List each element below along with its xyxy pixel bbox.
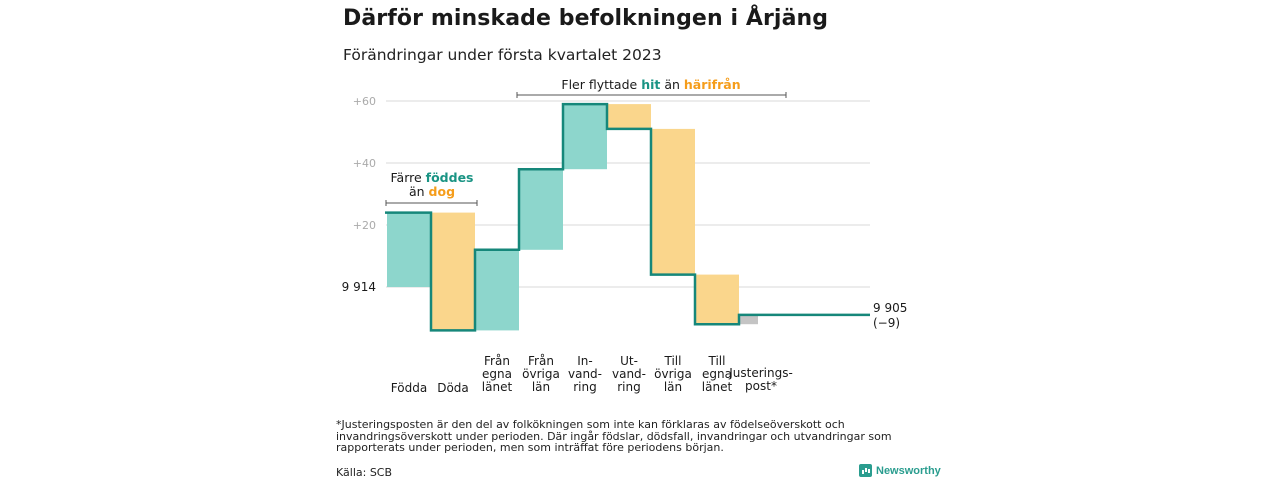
x-tick-label: Ut- <box>620 354 638 368</box>
running-total-line <box>385 102 870 332</box>
x-tick-label: Justerings- <box>728 366 793 380</box>
x-tick-label: Till <box>708 354 726 368</box>
bar <box>740 314 758 325</box>
x-tick-label: övriga <box>522 367 560 381</box>
x-tick-label: länet <box>482 380 513 394</box>
x-tick-label: vand- <box>568 367 602 381</box>
end-change-label: (−9) <box>873 316 900 330</box>
x-tick-label: egna <box>482 367 512 381</box>
bar <box>651 128 695 275</box>
annotation-birth-line1: Färre föddes <box>391 170 474 185</box>
x-tick-label: län <box>664 380 682 394</box>
x-tick-label: Från <box>484 354 510 368</box>
y-tick-label: +20 <box>353 219 376 232</box>
brand-name: Newsworthy <box>876 464 941 477</box>
y-tick-label: +60 <box>353 95 376 108</box>
chart-subtitle: Förändringar under första kvartalet 2023 <box>343 46 662 64</box>
end-value-label: 9 905 <box>873 301 907 315</box>
x-tick-label: Från <box>528 354 554 368</box>
footnote: *Justeringsposten är den del av folkökni… <box>336 418 892 454</box>
annotation-text: Färre <box>391 170 426 185</box>
x-tick-label: In- <box>577 354 592 368</box>
annotation-text: än <box>409 184 429 199</box>
bar <box>519 169 563 250</box>
newsworthy-icon <box>859 464 872 477</box>
bar <box>475 249 519 331</box>
x-tick-label: ring <box>617 380 641 394</box>
start-value-label: 9 914 <box>342 280 376 294</box>
annotation-highlight: föddes <box>426 170 474 185</box>
x-tick-label: länet <box>702 380 733 394</box>
chart-title: Därför minskade befolkningen i Årjäng <box>343 6 829 31</box>
x-tick-label: ring <box>573 380 597 394</box>
x-tick-label: vand- <box>612 367 646 381</box>
bar <box>431 212 475 331</box>
x-tick-label: Till <box>664 354 682 368</box>
source-label: Källa: SCB <box>336 466 393 479</box>
x-tick-label: Födda <box>391 381 427 395</box>
y-tick-label: +40 <box>353 157 376 170</box>
x-tick-label: län <box>532 380 550 394</box>
annotation-text: än <box>660 77 684 92</box>
annotation-text: Fler flyttade <box>561 77 641 92</box>
annotation-birth-line2: än dog <box>409 184 455 199</box>
annotation-highlight: hit <box>641 77 660 92</box>
x-tick-label: egna <box>702 367 732 381</box>
annotation-migration: Fler flyttade hit än härifrån <box>561 77 740 92</box>
x-tick-label: Döda <box>437 381 469 395</box>
bar <box>607 104 651 129</box>
bar <box>695 274 739 325</box>
bar <box>563 104 607 170</box>
x-tick-label: post* <box>745 379 777 393</box>
annotation-highlight: härifrån <box>684 77 741 92</box>
annotation-highlight: dog <box>429 184 455 199</box>
bar <box>387 212 431 287</box>
x-tick-label: övriga <box>654 367 692 381</box>
brand-logo: Newsworthy <box>859 464 941 477</box>
